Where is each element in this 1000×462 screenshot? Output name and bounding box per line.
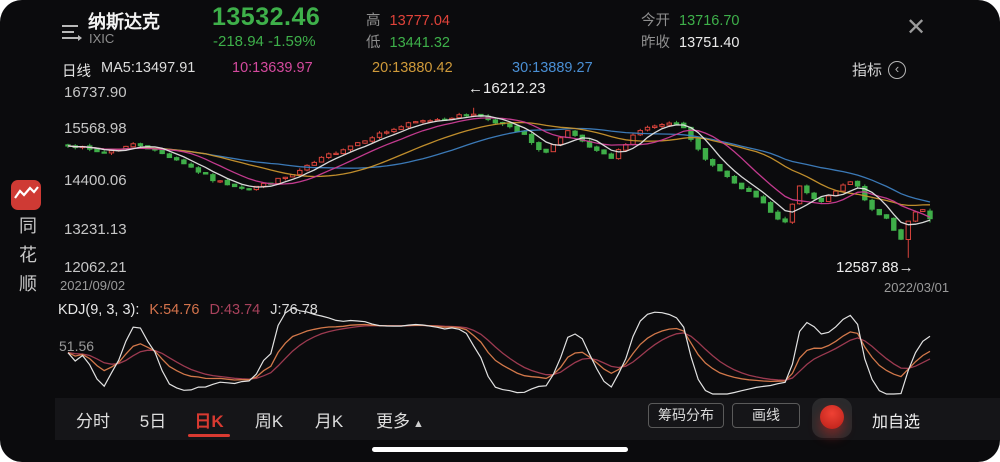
- open-row: 今开 13716.70: [641, 9, 739, 30]
- caret-up-icon: ▲: [413, 418, 424, 430]
- brand-text: 同: [19, 216, 37, 236]
- tab-more[interactable]: 更多 ▲: [364, 407, 436, 432]
- bottom-tabbar: 分时 5日 日K 周K 月K 更多 ▲ 筹码分布 画线 加自选: [55, 398, 1000, 440]
- y-axis-tick: 12062.21: [64, 259, 127, 276]
- low-value: 13441.32: [389, 35, 450, 51]
- chip-distribution-button[interactable]: 筹码分布: [648, 403, 724, 428]
- tab-monthly-k[interactable]: 月K: [314, 412, 344, 431]
- voice-record-button[interactable]: [812, 398, 852, 438]
- open-value: 13716.70: [679, 13, 740, 29]
- brand-text: 顺: [19, 274, 37, 294]
- prev-close-label: 昨收: [641, 35, 670, 51]
- peak-price-annotation: ←16212.23: [468, 80, 546, 97]
- kdj-readout-row: KDJ(9, 3, 3): K:54.76 D:43.74 J:76.78: [58, 302, 324, 318]
- ma30-readout: 30:13889.27: [512, 60, 593, 76]
- tab-daily-k[interactable]: 日K: [194, 412, 224, 431]
- brand-text: 花: [19, 245, 37, 265]
- kdj-j-value: J:76.78: [270, 302, 318, 318]
- record-dot-icon: [820, 405, 844, 429]
- low-label: 低: [366, 35, 381, 51]
- home-indicator-bar[interactable]: [372, 447, 628, 452]
- last-price: 13532.46: [212, 3, 321, 31]
- add-watchlist-button[interactable]: 加自选: [872, 414, 921, 431]
- kdj-d-value: D:43.74: [209, 302, 261, 318]
- y-axis-tick: 16737.90: [64, 84, 127, 101]
- y-axis-tick: 14400.06: [64, 172, 127, 189]
- close-icon[interactable]: ✕: [906, 14, 927, 41]
- ma5-readout: MA5:13497.91: [101, 60, 196, 76]
- day-high-row: 高 13777.04: [366, 9, 450, 30]
- more-label: 更多: [376, 412, 411, 431]
- indicator-label: 指标: [852, 62, 883, 79]
- y-axis-tick: 13231.13: [64, 221, 127, 238]
- stock-code: IXIC: [89, 31, 115, 46]
- x-axis-end-date: 2022/03/01: [884, 280, 950, 295]
- price-change: -218.94 -1.59%: [213, 33, 316, 50]
- tonghuashun-logo-icon: [11, 180, 41, 210]
- chevron-left-circle-icon: ‹: [888, 60, 907, 79]
- open-label: 今开: [641, 13, 670, 29]
- kdj-k-value: K:54.76: [149, 302, 200, 318]
- day-low-row: 低 13441.32: [366, 31, 450, 52]
- stock-switch-icon[interactable]: [60, 22, 82, 47]
- kdj-axis-tick: 51.56: [59, 338, 95, 354]
- x-axis-start-date: 2021/09/02: [60, 278, 126, 293]
- prev-close-value: 13751.40: [679, 35, 740, 51]
- prev-close-row: 昨收 13751.40: [641, 31, 739, 52]
- indicator-button[interactable]: 指标 ‹: [852, 59, 907, 80]
- high-label: 高: [366, 13, 381, 29]
- y-axis-tick: 15568.98: [64, 120, 127, 137]
- kdj-title: KDJ(9, 3, 3):: [58, 302, 140, 318]
- tab-weekly-k[interactable]: 周K: [254, 412, 284, 431]
- tab-5day[interactable]: 5日: [139, 412, 167, 431]
- stock-name: 纳斯达克: [88, 12, 160, 32]
- high-value: 13777.04: [389, 13, 450, 29]
- active-tab-underline: [188, 434, 230, 437]
- low-price-annotation: 12587.88→: [836, 259, 914, 276]
- ma20-readout: 20:13880.42: [372, 60, 453, 76]
- ma10-readout: 10:13639.97: [232, 60, 313, 76]
- tab-intraday[interactable]: 分时: [76, 412, 110, 431]
- period-label: 日线: [62, 64, 91, 80]
- draw-line-button[interactable]: 画线: [732, 403, 800, 428]
